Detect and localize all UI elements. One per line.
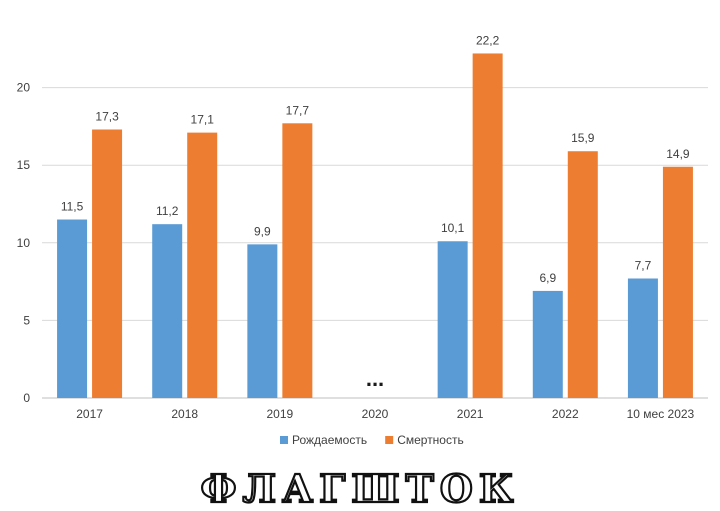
bar-birth: [57, 219, 88, 398]
data-label: 9,9: [254, 224, 271, 238]
legend-swatch: [280, 436, 288, 444]
data-label: 11,2: [156, 204, 179, 218]
bar-birth: [152, 224, 183, 398]
y-tick-label: 0: [23, 391, 30, 405]
bar-death: [282, 123, 313, 399]
legend-label: Рождаемость: [292, 433, 367, 447]
flagshtok-logo: ФЛАГШТОК: [199, 470, 520, 511]
x-tick-label: 2019: [267, 407, 294, 421]
bar-death: [472, 53, 503, 399]
x-tick-label: 2021: [457, 407, 484, 421]
data-label: 6,9: [539, 271, 556, 285]
data-label: 22,2: [476, 33, 500, 47]
gap-marker: ...: [366, 366, 384, 391]
bar-birth: [247, 244, 278, 398]
data-label: 7,7: [635, 258, 652, 272]
bar-birth: [532, 290, 563, 398]
bar-chart: 0 5 10 15 20 11,5 17,3 2017 11,2 17,1 2018 9,9 17,7 2…: [17, 33, 708, 447]
data-label: 17,7: [286, 103, 310, 117]
bar-death: [187, 132, 218, 398]
data-label: 11,5: [61, 200, 84, 214]
logo-text: ФЛАГШТОК: [201, 470, 520, 511]
data-label: 14,9: [666, 147, 690, 161]
data-label: 17,1: [191, 113, 215, 127]
y-tick-label: 5: [23, 313, 30, 327]
bar-death: [567, 151, 598, 398]
data-label: 10,1: [441, 221, 465, 235]
bar-birth: [627, 278, 658, 398]
y-tick-label: 15: [17, 158, 31, 172]
data-label: 17,3: [95, 110, 119, 124]
x-tick-label: 10 мес 2023: [627, 407, 695, 421]
legend-label: Смертность: [397, 433, 464, 447]
y-tick-label: 10: [17, 236, 31, 250]
bar-death: [92, 129, 123, 398]
x-tick-label: 2017: [76, 407, 103, 421]
x-tick-label: 2020: [362, 407, 389, 421]
bar-birth: [437, 241, 468, 398]
legend-swatch: [385, 436, 394, 444]
y-tick-label: 20: [17, 81, 31, 95]
x-tick-label: 2022: [552, 407, 579, 421]
bar-death: [662, 166, 693, 398]
data-label: 15,9: [571, 131, 595, 145]
x-tick-label: 2018: [171, 407, 198, 421]
